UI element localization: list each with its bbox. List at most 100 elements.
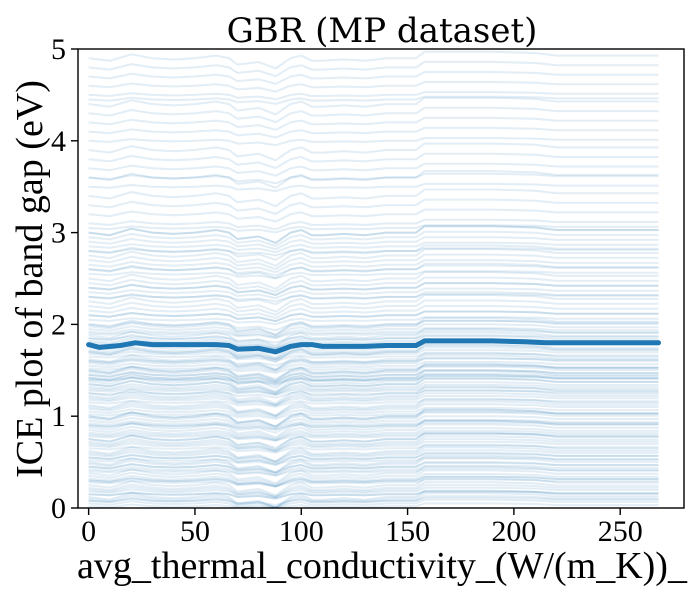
ice-line	[88, 344, 659, 364]
ice-line	[88, 481, 659, 498]
ice-line	[88, 316, 659, 326]
ice-line	[88, 241, 659, 254]
ice-line	[88, 373, 659, 393]
ice-line	[88, 385, 659, 405]
ice-line	[88, 419, 659, 434]
ice-line	[88, 137, 659, 147]
ice-line	[88, 478, 659, 488]
y-axis-ticks: 0 1 2 3 4 5	[51, 33, 78, 525]
ice-line	[88, 351, 659, 371]
ice-line	[88, 477, 659, 497]
ice-line	[88, 248, 659, 267]
ice-line	[88, 370, 659, 389]
ice-line	[88, 415, 659, 430]
ice-line	[88, 384, 659, 396]
ice-line	[88, 362, 659, 382]
ice-line	[88, 461, 659, 475]
ice-line	[88, 253, 659, 270]
ice-line	[88, 364, 659, 374]
ice-line	[88, 264, 659, 277]
ice-line	[88, 440, 659, 453]
ice-line	[88, 432, 659, 442]
chart-title: GBR (MP dataset)	[227, 11, 538, 51]
ice-line	[88, 411, 659, 428]
x-axis-ticks: 0 50 100 150 200 250	[81, 508, 643, 548]
ice-line	[88, 328, 659, 347]
ice-line	[88, 456, 659, 466]
ice-line	[88, 469, 659, 486]
ice-line	[88, 502, 659, 509]
ice-line	[88, 398, 659, 408]
x-tick-label: 100	[279, 515, 324, 548]
ice-line	[88, 327, 659, 339]
ice-line	[88, 498, 659, 509]
x-tick-label: 200	[491, 515, 536, 548]
ice-line	[88, 329, 659, 339]
ice-line	[88, 357, 659, 372]
ice-line	[88, 218, 659, 231]
ice-line	[88, 495, 659, 509]
ice-line	[88, 170, 659, 189]
y-tick-label: 0	[51, 492, 66, 525]
ice-line	[88, 91, 659, 101]
ice-line	[88, 71, 659, 85]
y-tick-label: 3	[51, 217, 66, 250]
ice-line	[88, 363, 659, 381]
x-tick-label: 250	[598, 515, 643, 548]
ice-line	[88, 489, 659, 509]
ice-line	[88, 208, 659, 223]
ice-line	[88, 310, 659, 323]
y-tick-label: 5	[51, 33, 66, 66]
ice-line	[88, 377, 659, 394]
ice-line	[88, 464, 659, 477]
ice-line	[88, 106, 659, 124]
plot-area	[86, 50, 661, 509]
ice-line	[88, 419, 659, 439]
ice-line	[88, 247, 659, 257]
ice-line	[88, 299, 659, 316]
ice-line	[88, 349, 659, 361]
ice-line	[88, 95, 659, 105]
pdp-average-line	[86, 338, 661, 355]
ice-line	[88, 446, 659, 463]
ice-line	[88, 369, 659, 384]
ice-line	[88, 457, 659, 474]
ice-line	[88, 490, 659, 500]
ice-line	[88, 410, 659, 420]
ice-line	[88, 374, 659, 387]
ice-line	[88, 381, 659, 396]
ice-line	[88, 126, 659, 139]
ice-line	[88, 225, 659, 244]
ice-line	[88, 319, 659, 332]
ice-line	[88, 142, 659, 162]
ice-line	[88, 319, 659, 336]
ice-line	[88, 182, 659, 193]
ice-line	[88, 331, 659, 348]
ice-line	[88, 198, 659, 215]
x-tick-label: 0	[81, 515, 96, 548]
ice-line	[88, 444, 659, 454]
ice-line	[88, 236, 659, 251]
y-axis-label: ICE plot of band gap (eV)	[9, 80, 51, 478]
ice-line	[88, 352, 659, 362]
ice-line	[88, 270, 659, 280]
ice-line	[88, 188, 659, 208]
ice-line	[88, 365, 659, 382]
ice-line	[88, 162, 659, 177]
ice-line	[88, 230, 659, 247]
ice-line	[88, 427, 659, 442]
ice-line	[88, 392, 659, 407]
ice-line	[88, 406, 659, 419]
ice-line	[88, 287, 659, 300]
x-axis-label: avg_thermal_conductivity_(W/(m_K))_	[77, 545, 688, 587]
ice-line	[88, 262, 659, 280]
ice-line	[88, 435, 659, 452]
ice-line	[88, 429, 659, 442]
ice-line	[88, 81, 659, 93]
ice-line	[88, 386, 659, 396]
ice-line	[88, 454, 659, 474]
ice-line	[88, 486, 659, 499]
ice-line	[88, 449, 659, 464]
ice-line	[88, 408, 659, 428]
